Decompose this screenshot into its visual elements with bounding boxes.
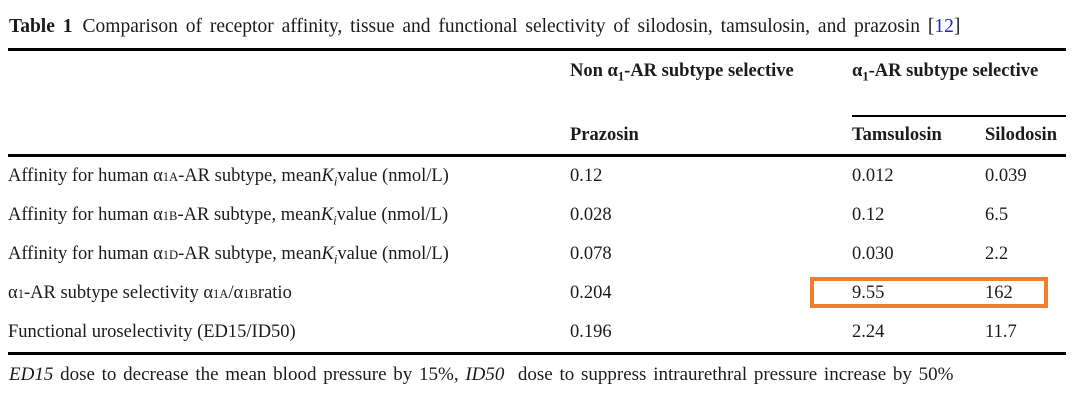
data-table: Non α1-AR subtype selective α1-AR subtyp… (8, 48, 1066, 355)
group-header-row: Non α1-AR subtype selective α1-AR subtyp… (8, 51, 1066, 117)
cell-silodosin: 162 (985, 283, 1013, 303)
table-bottom-rule (8, 352, 1066, 355)
cell-prazosin: 0.12 (570, 166, 603, 186)
table-row: Functional uroselectivity (ED15/ID50) 0.… (8, 313, 1066, 352)
group-header-non-selective: Non α1-AR subtype selective (570, 61, 794, 84)
table-footnote: ED15 dose to decrease the mean blood pre… (9, 364, 954, 385)
column-header-prazosin: Prazosin (570, 125, 639, 145)
row-label: Functional uroselectivity (ED15/ID50) (8, 322, 296, 342)
cell-tamsulosin: 2.24 (852, 322, 885, 342)
cell-silodosin: 6.5 (985, 205, 1009, 225)
column-header-spacer (8, 117, 570, 154)
table-row-highlighted: α 1 -AR subtype selectivity α 1A/α 1B ratio … (8, 274, 1066, 313)
cell-prazosin: 0.204 (570, 283, 612, 303)
table-caption: Table 1 Comparison of receptor affinity, … (9, 13, 1071, 41)
citation-bracket-close: ] (953, 16, 961, 37)
citation-link[interactable]: 12 (934, 16, 954, 37)
cell-silodosin: 2.2 (985, 244, 1009, 264)
row-label: Affinity for human α 1B -AR subtype, mean … (8, 205, 449, 228)
row-label: Affinity for human α 1A -AR subtype, mean … (8, 166, 449, 189)
table-row: Affinity for human α 1A -AR subtype, mean … (8, 157, 1066, 196)
column-header-tamsulosin: Tamsulosin (852, 125, 942, 145)
cell-prazosin: 0.196 (570, 322, 612, 342)
table-caption-label: Table 1 (9, 16, 73, 37)
group-header-selective: α1-AR subtype selective (852, 51, 1066, 117)
cell-tamsulosin: 9.55 (852, 283, 885, 303)
cell-tamsulosin: 0.030 (852, 244, 894, 264)
group-header-spacer (8, 51, 570, 117)
cell-silodosin: 0.039 (985, 166, 1027, 186)
table-row: Affinity for human α 1B -AR subtype, mean … (8, 196, 1066, 235)
cell-tamsulosin: 0.012 (852, 166, 894, 186)
table-caption-text: Comparison of receptor affinity, tissue … (82, 16, 921, 37)
column-header-row: Prazosin Tamsulosin Silodosin (8, 117, 1066, 157)
column-header-silodosin: Silodosin (985, 125, 1057, 145)
citation-bracket-open: [ (927, 16, 935, 37)
cell-tamsulosin: 0.12 (852, 205, 885, 225)
table-row: Affinity for human α 1D -AR subtype, mean … (8, 235, 1066, 274)
row-label: Affinity for human α 1D -AR subtype, mean … (8, 244, 449, 267)
row-label: α 1 -AR subtype selectivity α 1A/α 1B ratio (8, 283, 292, 303)
cell-silodosin: 11.7 (985, 322, 1017, 342)
cell-prazosin: 0.028 (570, 205, 612, 225)
cell-prazosin: 0.078 (570, 244, 612, 264)
